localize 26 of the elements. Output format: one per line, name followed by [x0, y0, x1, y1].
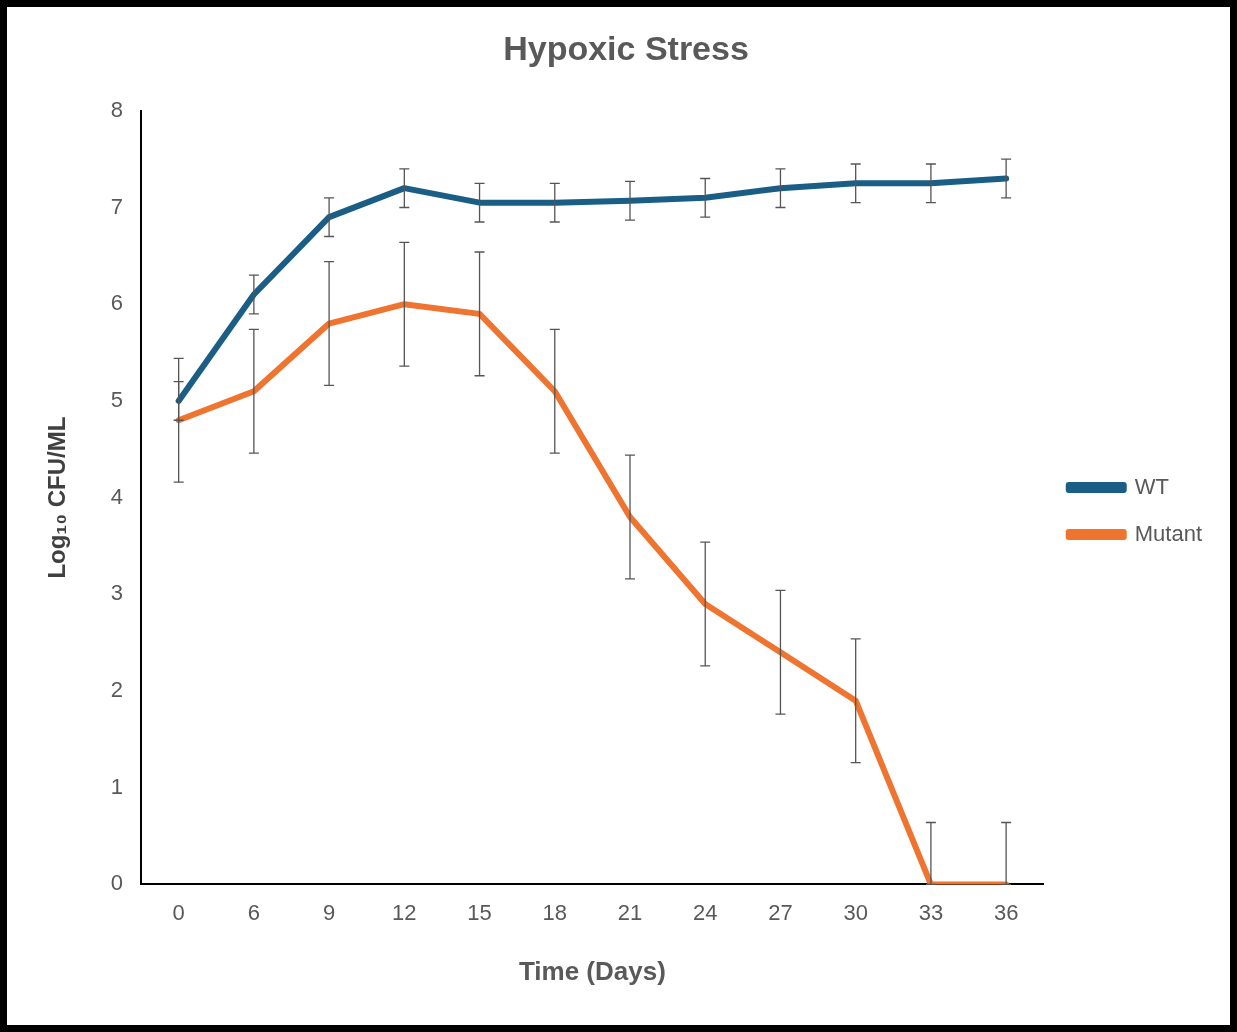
x-tick-label: 18 — [542, 899, 568, 925]
y-tick-label: 8 — [110, 96, 124, 122]
y-tick-label: 7 — [110, 193, 124, 219]
y-axis-title: Log₁₀ CFU/ML — [43, 416, 71, 579]
x-tick-label: 36 — [993, 899, 1019, 925]
legend-label: WT — [1134, 473, 1169, 499]
x-tick-label: 9 — [322, 899, 336, 925]
y-tick-label: 4 — [110, 483, 124, 509]
x-tick-label: 12 — [392, 899, 417, 925]
x-tick-label: 33 — [918, 899, 944, 925]
x-tick-label: 27 — [768, 899, 793, 925]
x-tick-label: 30 — [843, 899, 868, 925]
y-tick-label: 6 — [110, 290, 124, 316]
y-tick-label: 2 — [110, 677, 124, 703]
y-tick-label: 5 — [110, 386, 124, 412]
y-tick-label: 0 — [110, 870, 124, 896]
chart-title: Hypoxic Stress — [503, 28, 749, 67]
x-tick-label: 15 — [467, 899, 492, 925]
x-tick-label: 21 — [617, 899, 643, 925]
legend-label: Mutant — [1134, 520, 1203, 546]
x-tick-label: 0 — [172, 899, 185, 925]
x-tick-label: 24 — [692, 899, 718, 925]
y-tick-label: 1 — [110, 773, 124, 799]
x-axis-title: Time (Days) — [518, 955, 666, 986]
x-tick-label: 6 — [247, 899, 260, 925]
y-tick-label: 3 — [110, 580, 124, 606]
